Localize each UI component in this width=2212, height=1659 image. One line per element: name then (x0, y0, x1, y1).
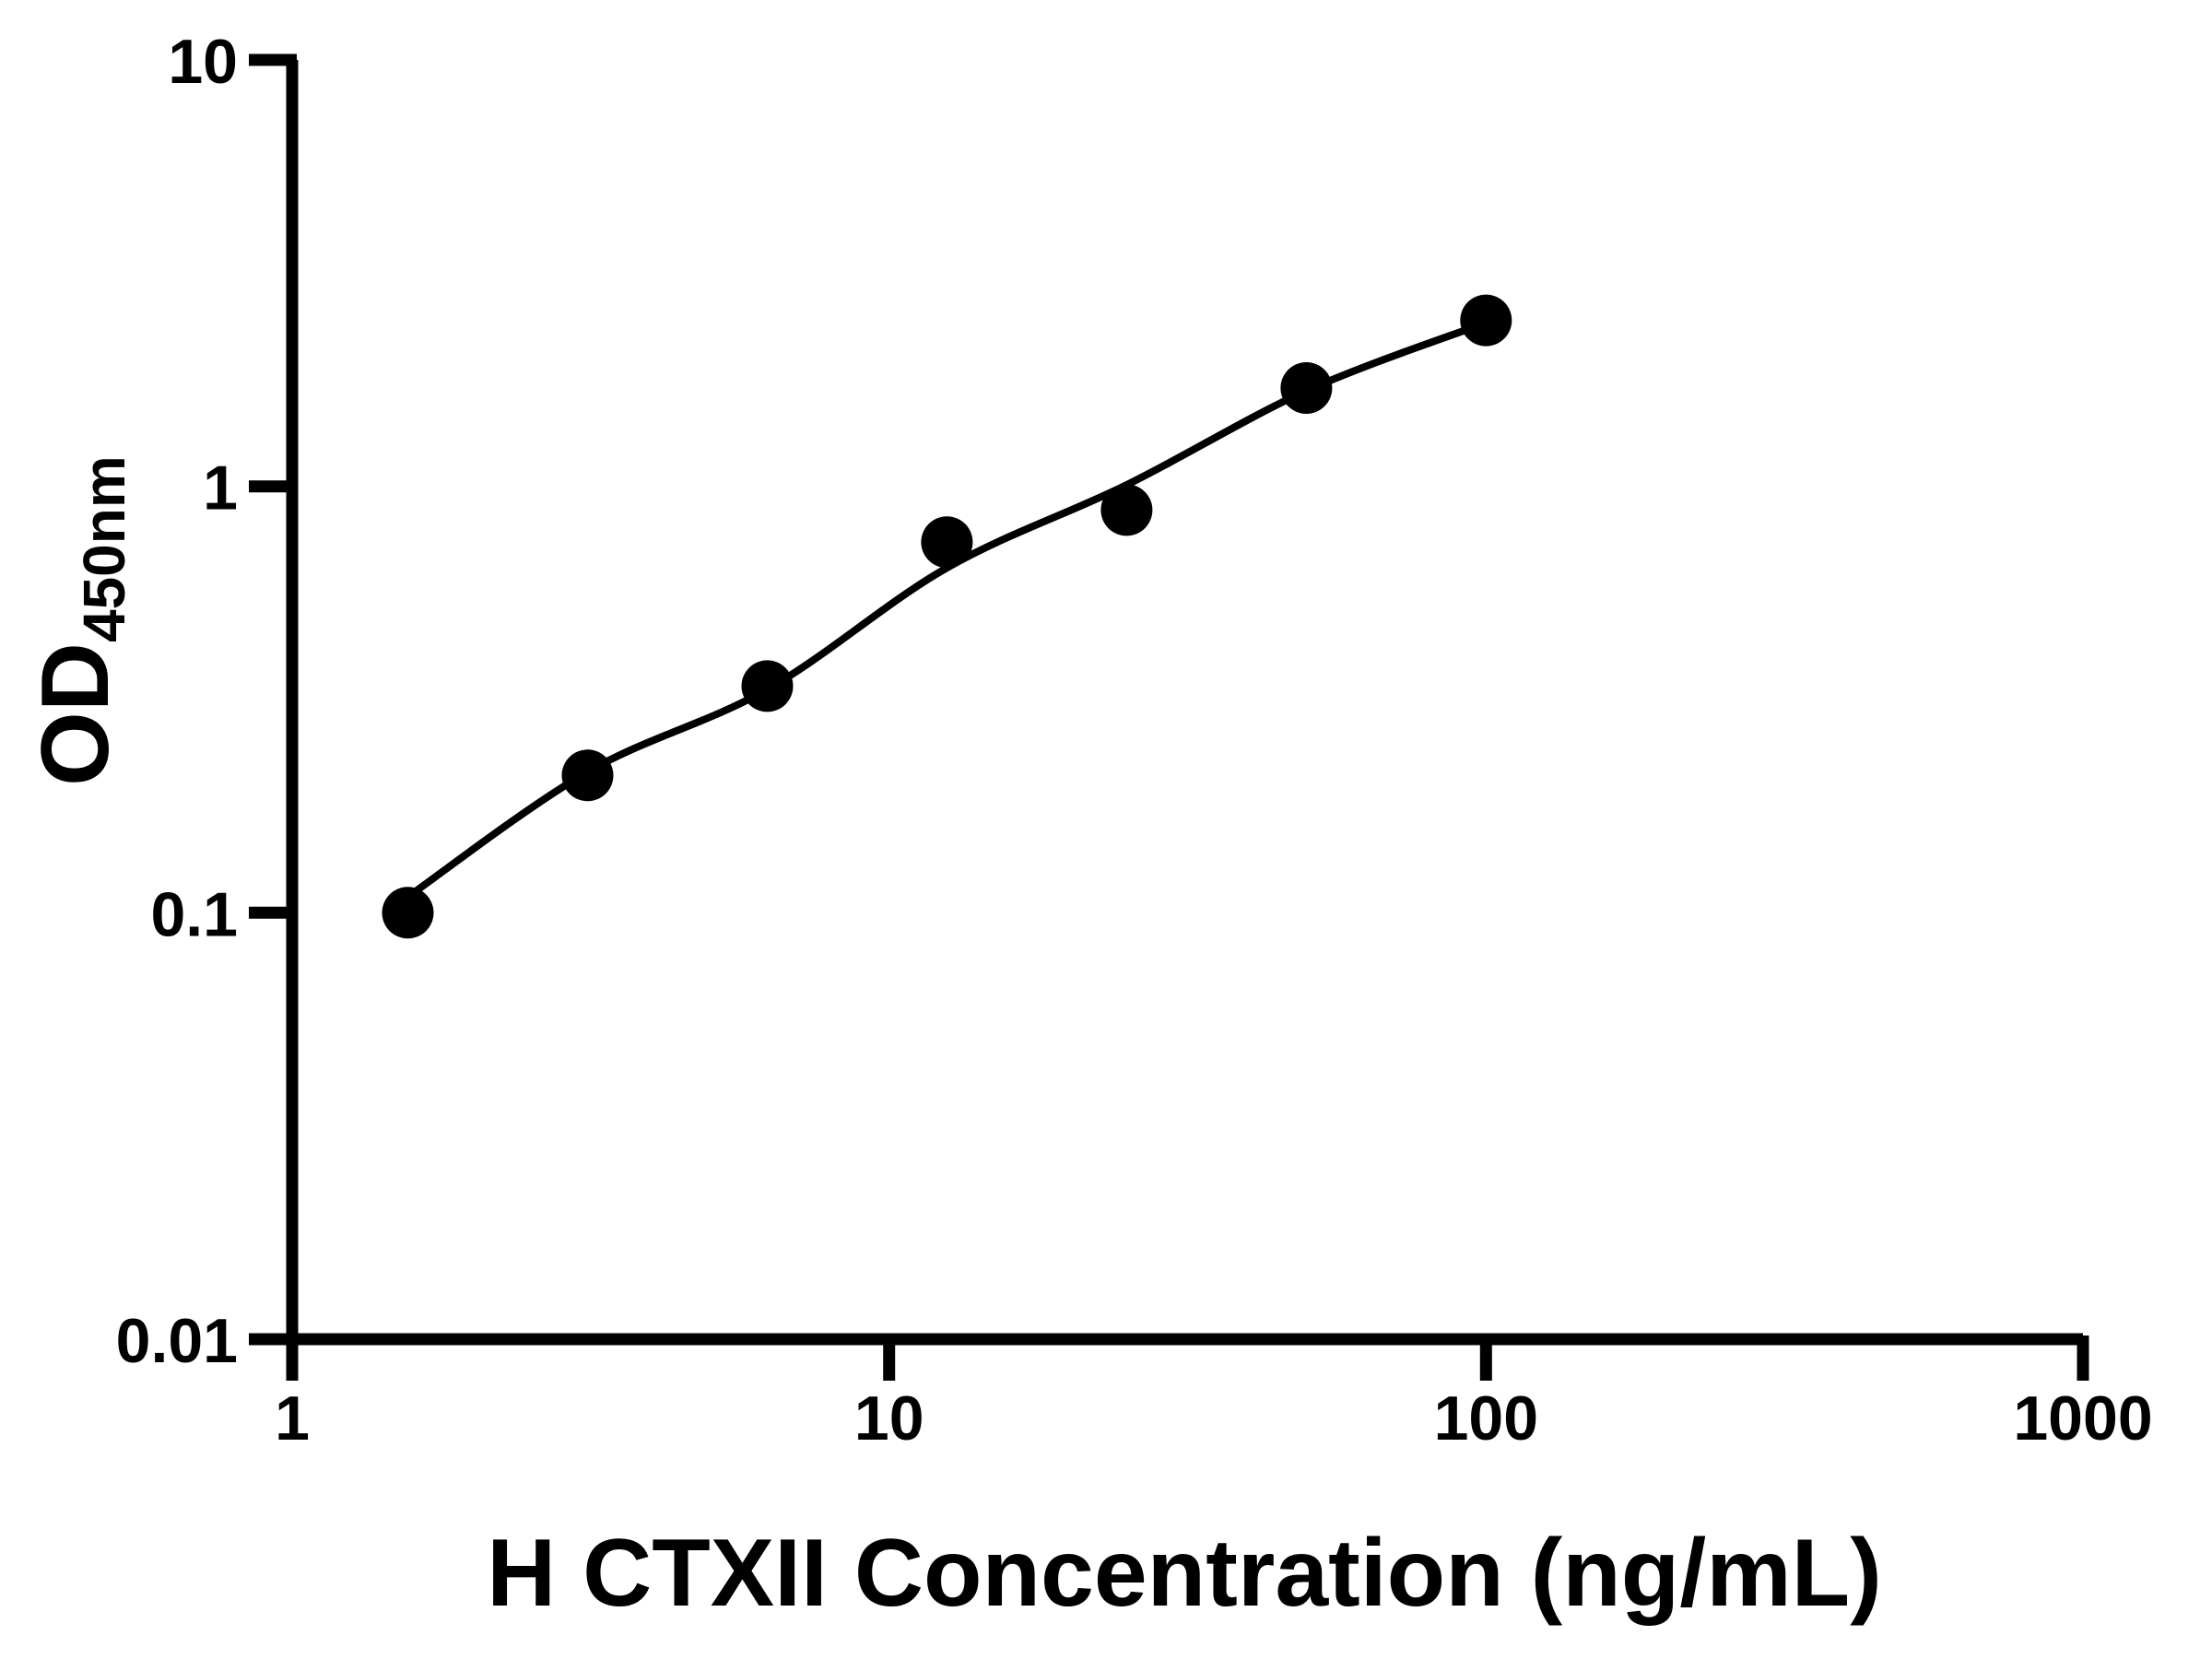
data-point-marker (1280, 362, 1333, 414)
x-tick-label: 1 (275, 1383, 310, 1453)
y-axis: 0.01 0.1 1 10 (116, 27, 299, 1376)
y-tick-label: 0.01 (116, 1306, 238, 1376)
y-axis-title-main: OD (22, 642, 129, 786)
y-tick-label: 10 (168, 27, 238, 97)
data-point-marker (382, 887, 434, 939)
data-point-marker (741, 660, 794, 712)
data-points (382, 294, 1512, 939)
data-point-marker (1100, 484, 1153, 536)
x-axis-ticks (286, 1335, 2089, 1381)
data-point-marker (561, 749, 614, 802)
y-axis-title-sub: 450nm (71, 455, 137, 642)
y-tick-label: 0.1 (150, 879, 238, 949)
x-tick-label: 10 (854, 1383, 924, 1453)
y-axis-tick-labels: 0.01 0.1 1 10 (116, 27, 238, 1376)
x-tick-label: 100 (1434, 1383, 1538, 1453)
data-point-marker (921, 516, 973, 569)
y-tick-label: 1 (203, 453, 238, 524)
x-axis: 1 10 100 1000 (275, 1333, 2153, 1453)
y-axis-title: OD450nm (22, 455, 137, 786)
data-point-marker (1460, 294, 1512, 347)
x-axis-tick-labels: 1 10 100 1000 (275, 1383, 2153, 1453)
x-axis-title: H CTXII Concentration (ng/mL) (487, 1520, 1882, 1627)
x-tick-label: 1000 (2013, 1383, 2152, 1453)
